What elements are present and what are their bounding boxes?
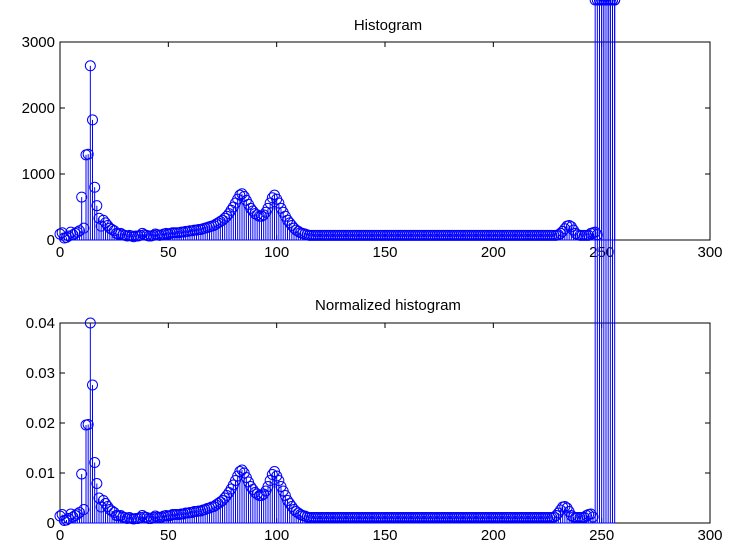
normalized-histogram-ytick-label: 0.01: [26, 465, 55, 482]
histogram-ytick-label: 2000: [22, 100, 55, 117]
normalized-histogram-stem-marker: [87, 379, 98, 391]
normalized-histogram-stem-marker: [282, 495, 293, 506]
histogram-title: Histogram: [354, 17, 422, 34]
normalized-histogram-stem-marker: [587, 511, 599, 523]
normalized-histogram-stem-marker: [97, 495, 109, 506]
histogram-stem-marker: [89, 181, 101, 193]
normalized-histogram-stem-marker: [76, 468, 88, 480]
normalized-histogram-stem-marker: [134, 512, 146, 523]
normalized-histogram-stem-marker: [61, 514, 72, 526]
normalized-histogram-plot: 0 50 100 150 200 250 300 0 0.01 0.02 0.03 0.04 Norma…: [26, 0, 723, 544]
normalized-histogram-ytick-label: 0.03: [26, 365, 55, 382]
histogram-xtick-label: 50: [160, 244, 177, 261]
normalized-histogram-stem-marker: [284, 498, 296, 509]
histogram-stem-marker: [256, 210, 267, 222]
histogram-stem-marker: [87, 114, 98, 126]
normalized-histogram-stem-marker: [266, 469, 278, 480]
histogram-stem-marker: [54, 228, 66, 240]
normalized-histogram-stem-marker: [585, 508, 597, 520]
histogram-stem-marker: [71, 226, 83, 238]
histogram-ytick-label: 3000: [22, 34, 55, 51]
histogram-stem-marker: [262, 202, 274, 214]
histogram-stem-marker: [221, 210, 233, 222]
normalized-histogram-stem-marker: [552, 507, 564, 519]
normalized-histogram-title: Normalized histogram: [315, 297, 461, 314]
histogram-xtick-label: 150: [372, 244, 397, 261]
normalized-histogram-stem-marker: [550, 510, 562, 521]
normalized-histogram-xtick-label: 100: [264, 527, 289, 544]
histogram-stem-marker: [78, 222, 90, 234]
normalized-histogram-stem-marker: [214, 496, 226, 508]
normalized-histogram-ytick-label: 0.02: [26, 415, 55, 432]
histogram-xtick-label: 300: [697, 244, 722, 261]
histogram-xtick-label: 0: [56, 244, 64, 261]
normalized-histogram-ytick-label: 0: [47, 515, 55, 532]
histogram-xtick-label: 200: [481, 244, 506, 261]
normalized-histogram-stem-marker: [56, 509, 68, 520]
normalized-histogram-stem-marker: [273, 475, 285, 486]
normalized-histogram-stem-marker: [84, 317, 96, 329]
histogram-stem-marker: [147, 229, 159, 241]
normalized-histogram-xtick-label: 0: [56, 527, 64, 544]
normalized-histogram-stem-marker: [65, 508, 77, 520]
histogram-stem-marker: [91, 200, 103, 212]
histogram-stem-marker: [65, 226, 77, 238]
normalized-histogram-stem-marker: [147, 512, 159, 523]
normalized-histogram-stem-marker: [609, 0, 621, 6]
histogram-stem-marker: [82, 148, 94, 160]
normalized-histogram-xtick-label: 250: [589, 527, 614, 544]
histogram-xtick-label: 100: [264, 244, 289, 261]
normalized-histogram-stem-marker: [548, 511, 560, 523]
normalized-histogram-xtick-label: 50: [160, 527, 177, 544]
normalized-histogram-stem-marker: [89, 457, 101, 468]
normalized-histogram-xtick-label: 150: [372, 527, 397, 544]
normalized-histogram-stem-marker: [245, 481, 257, 492]
normalized-histogram-xtick-label: 300: [697, 527, 722, 544]
histogram-stem-marker: [84, 60, 96, 72]
normalized-histogram-stem-marker: [91, 478, 103, 489]
histogram-stem-marker: [134, 229, 146, 241]
histogram-ytick-label: 0: [47, 232, 55, 249]
normalized-histogram-ytick-label: 0.04: [26, 315, 55, 332]
normalized-histogram-xtick-label: 200: [481, 527, 506, 544]
normalized-histogram-stem-marker: [262, 481, 274, 492]
normalized-histogram-stem-marker: [78, 504, 90, 515]
normalized-histogram-stem-marker: [219, 492, 231, 504]
normalized-histogram-stem-marker: [234, 466, 246, 477]
histogram-ytick-label: 1000: [22, 166, 55, 183]
histogram-stem-marker: [217, 214, 228, 226]
normalized-histogram-stem-marker: [100, 498, 111, 509]
normalized-histogram-stem-marker: [82, 419, 94, 430]
histogram-stem-marker: [76, 191, 88, 203]
histogram-stem-marker: [273, 197, 285, 209]
